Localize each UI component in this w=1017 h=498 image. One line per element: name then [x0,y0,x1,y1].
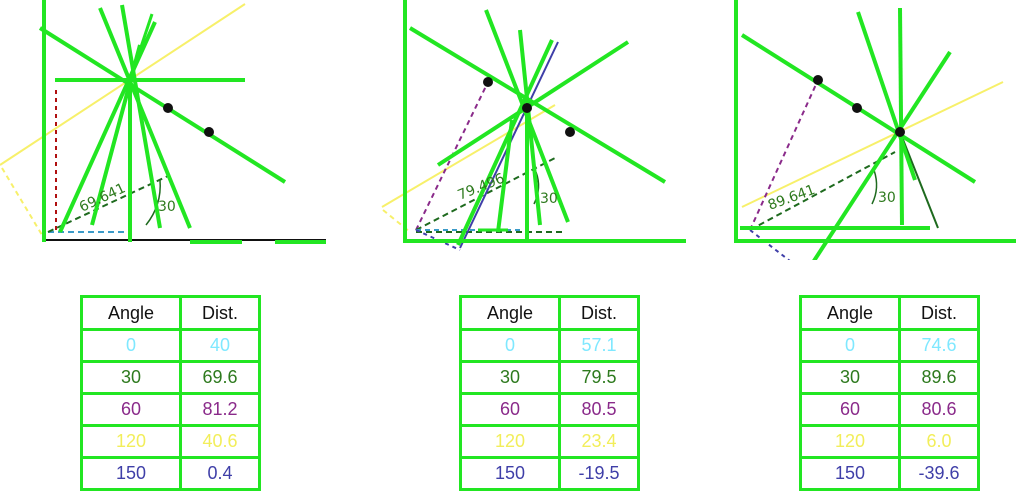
dist-cell: 80.6 [898,392,980,427]
table-header-row: Angle Dist. [80,295,261,331]
angle-header: Angle [80,295,182,331]
dist-cell: 40.6 [179,424,261,459]
angle-cell: 60 [799,392,901,427]
table-row: 150 -39.6 [799,456,980,491]
dist-cell: -19.5 [558,456,640,491]
table-row: 30 89.6 [799,360,980,395]
dist-cell: 81.2 [179,392,261,427]
dist-cell: 40 [179,328,261,363]
angle-cell: 30 [80,360,182,395]
hough-table-2: Angle Dist. 0 57.1 30 79.5 60 80.5 120 2… [459,295,640,491]
angle-cell: 150 [799,456,901,491]
hough-table-3: Angle Dist. 0 74.6 30 89.6 60 80.6 120 6… [799,295,980,491]
angle-cell: 30 [459,360,561,395]
angle-cell: 0 [799,328,901,363]
table-row: 120 6.0 [799,424,980,459]
table-row: 0 57.1 [459,328,640,363]
dist-label: 89.641 [766,182,818,214]
arc-angle-label: 30 [158,199,176,215]
angle-cell: 0 [80,328,182,363]
hough-diagram-1: 69.641 30 [0,0,326,244]
table-row: 150 -19.5 [459,456,640,491]
table-row: 150 0.4 [80,456,261,491]
dist-header: Dist. [558,295,640,331]
angle-cell: 60 [459,392,561,427]
dist-cell: 0.4 [179,456,261,491]
arc-angle-label: 30 [878,190,896,206]
angle-header: Angle [799,295,901,331]
table-row: 120 40.6 [80,424,261,459]
hough-table-1: Angle Dist. 0 40 30 69.6 60 81.2 120 40.… [80,295,261,491]
dist-cell: 69.6 [179,360,261,395]
table-row: 0 74.6 [799,328,980,363]
dist-cell: 74.6 [898,328,980,363]
angle-cell: 120 [459,424,561,459]
table-row: 60 81.2 [80,392,261,427]
hough-diagram-3: 89.641 30 [734,0,1016,260]
angle-cell: 0 [459,328,561,363]
dist-cell: 6.0 [898,424,980,459]
angle-cell: 120 [799,424,901,459]
dist-cell: 23.4 [558,424,640,459]
table-row: 60 80.6 [799,392,980,427]
table-row: 60 80.5 [459,392,640,427]
arc-angle-label: 30 [540,191,558,207]
table-row: 30 79.5 [459,360,640,395]
dist-cell: -39.6 [898,456,980,491]
angle-cell: 150 [459,456,561,491]
table-row: 30 69.6 [80,360,261,395]
angle-cell: 150 [80,456,182,491]
dist-header: Dist. [898,295,980,331]
dist-cell: 89.6 [898,360,980,395]
table-row: 0 40 [80,328,261,363]
table-header-row: Angle Dist. [459,295,640,331]
dist-cell: 57.1 [558,328,640,363]
table-header-row: Angle Dist. [799,295,980,331]
dist-cell: 80.5 [558,392,640,427]
angle-cell: 120 [80,424,182,459]
hough-diagram-2: 79.496 30 [381,0,686,251]
dist-cell: 79.5 [558,360,640,395]
table-row: 120 23.4 [459,424,640,459]
dist-header: Dist. [179,295,261,331]
angle-cell: 30 [799,360,901,395]
angle-header: Angle [459,295,561,331]
angle-cell: 60 [80,392,182,427]
